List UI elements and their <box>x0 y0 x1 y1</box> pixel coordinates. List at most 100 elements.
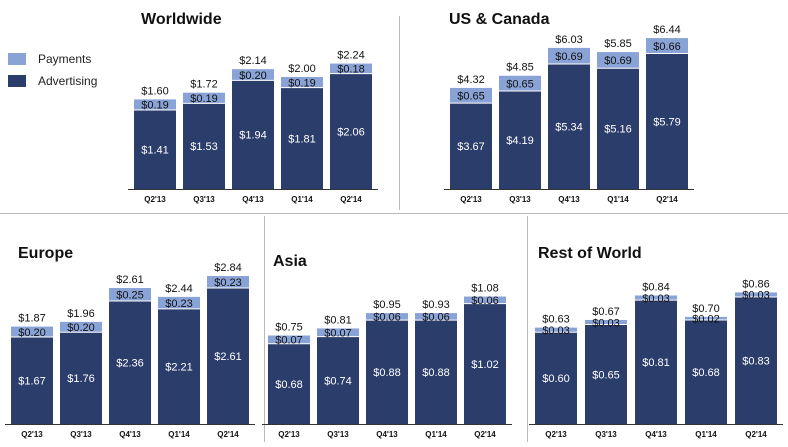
asia-label-total: $0.93 <box>422 299 450 311</box>
worldwide-label-payments: $0.19 <box>190 93 218 105</box>
us-canada-bar-advertising <box>548 64 590 189</box>
worldwide-bar-advertising <box>281 87 323 189</box>
asia-bar-payments <box>415 313 457 321</box>
rest-of-world-label-advertising: $0.83 <box>742 356 770 368</box>
worldwide-label-payments: $0.19 <box>141 100 169 112</box>
asia-label-payments: $0.06 <box>373 312 401 324</box>
us-canada-bar-payments <box>450 87 492 104</box>
asia-bar-advertising <box>366 320 408 424</box>
europe-bar-payments <box>207 276 249 289</box>
worldwide-label-total: $1.60 <box>141 85 169 97</box>
rest-of-world-bar-advertising <box>685 319 727 424</box>
asia-label-total: $1.08 <box>471 283 499 295</box>
divider-horizontal <box>0 213 788 214</box>
worldwide-label-advertising: $2.06 <box>337 126 365 138</box>
us-canada-label-advertising: $4.19 <box>506 135 534 147</box>
worldwide-tick-label: Q3'13 <box>193 195 215 204</box>
europe-tick-label: Q1'14 <box>168 430 190 439</box>
worldwide-label-total: $1.72 <box>190 79 218 91</box>
us-canada-bar-advertising <box>499 90 541 189</box>
us-canada-label-advertising: $5.16 <box>604 124 632 136</box>
worldwide-bar-payments <box>330 63 372 74</box>
asia-tick-label: Q2'14 <box>474 430 496 439</box>
rest-of-world-label-total: $0.86 <box>742 278 770 290</box>
worldwide-label-total: $2.00 <box>288 63 316 75</box>
asia-label-payments: $0.07 <box>275 335 303 347</box>
asia-label-advertising: $0.74 <box>324 375 352 387</box>
worldwide-label-advertising: $1.53 <box>190 141 218 153</box>
worldwide-bar-payments <box>232 69 274 81</box>
asia-label-total: $0.95 <box>373 299 401 311</box>
worldwide-tick-label: Q1'14 <box>291 195 313 204</box>
rest-of-world-label-total: $0.63 <box>542 314 570 326</box>
rest-of-world-label-total: $0.70 <box>692 303 720 315</box>
us-canada-bar-advertising <box>450 103 492 189</box>
rest-of-world-bar-payments <box>585 319 627 325</box>
asia-label-total: $0.81 <box>324 314 352 326</box>
europe-tick-label: Q2'13 <box>21 430 43 439</box>
europe-bar-payments <box>60 321 102 333</box>
asia-label-advertising: $0.88 <box>373 367 401 379</box>
europe-label-total: $2.84 <box>214 262 242 274</box>
europe-bar-advertising <box>60 332 102 424</box>
worldwide-bar-advertising <box>134 110 176 189</box>
asia-bar-payments <box>366 313 408 321</box>
rest-of-world-bar-payments <box>635 295 677 301</box>
rest-of-world-tick-label: Q2'13 <box>545 430 567 439</box>
asia-label-advertising: $0.88 <box>422 367 450 379</box>
us-canada-label-advertising: $3.67 <box>457 141 485 153</box>
europe-bar-payments <box>11 326 53 337</box>
europe-label-total: $2.44 <box>165 283 193 295</box>
rest-of-world-bar-advertising <box>635 300 677 424</box>
us-canada-tick-label: Q3'13 <box>509 195 531 204</box>
rest-of-world-label-total: $0.67 <box>592 306 620 318</box>
rest-of-world-bar-payments <box>735 292 777 298</box>
asia-label-payments: $0.06 <box>471 295 499 307</box>
legend-item-payments: Payments <box>8 48 97 70</box>
worldwide-title: Worldwide <box>141 11 222 28</box>
worldwide-label-total: $2.14 <box>239 55 267 67</box>
us-canada-label-total: $5.85 <box>604 38 632 50</box>
us-canada-tick-label: Q2'14 <box>656 195 678 204</box>
worldwide-label-payments: $0.19 <box>288 77 316 89</box>
us-canada-label-payments: $0.69 <box>604 55 632 67</box>
europe-tick-label: Q2'14 <box>217 430 239 439</box>
worldwide-bar-advertising <box>330 73 372 189</box>
europe-label-advertising: $2.36 <box>116 358 144 370</box>
rest-of-world-label-payments: $0.03 <box>742 290 770 302</box>
worldwide-bar-payments <box>281 77 323 88</box>
europe-bar-advertising <box>158 308 200 424</box>
rest-of-world-label-total: $0.84 <box>642 281 670 293</box>
europe-title: Europe <box>18 245 73 262</box>
europe-label-advertising: $2.61 <box>214 351 242 363</box>
rest-of-world-label-payments: $0.02 <box>692 313 720 325</box>
europe-label-payments: $0.23 <box>214 277 242 289</box>
rest-of-world-label-advertising: $0.68 <box>692 367 720 379</box>
asia-label-total: $0.75 <box>275 322 303 334</box>
us-canada-tick-label: Q4'13 <box>558 195 580 204</box>
us-canada-bar-payments <box>646 38 688 54</box>
asia-bar-advertising <box>415 320 457 424</box>
rest-of-world-bar-advertising <box>735 297 777 424</box>
worldwide-bar-payments <box>134 99 176 111</box>
rest-of-world-bar-advertising <box>535 332 577 424</box>
rest-of-world-label-payments: $0.03 <box>642 293 670 305</box>
us-canada-label-total: $4.32 <box>457 74 485 86</box>
europe-label-total: $1.96 <box>67 308 95 320</box>
legend: Payments Advertising <box>8 48 97 92</box>
rest-of-world-label-advertising: $0.65 <box>592 369 620 381</box>
europe-label-payments: $0.20 <box>67 322 95 334</box>
us-canada-bar-payments <box>548 47 590 65</box>
us-canada-tick-label: Q1'14 <box>607 195 629 204</box>
us-canada-label-total: $6.44 <box>653 24 681 36</box>
asia-bar-payments <box>268 335 310 344</box>
rest-of-world-bar-payments <box>535 327 577 333</box>
worldwide-label-advertising: $1.94 <box>239 130 267 142</box>
europe-tick-label: Q3'13 <box>70 430 92 439</box>
worldwide-tick-label: Q4'13 <box>242 195 264 204</box>
worldwide-label-payments: $0.18 <box>337 64 365 76</box>
us-canada-label-payments: $0.66 <box>653 41 681 53</box>
asia-bar-advertising <box>268 343 310 424</box>
rest-of-world-tick-label: Q3'13 <box>595 430 617 439</box>
